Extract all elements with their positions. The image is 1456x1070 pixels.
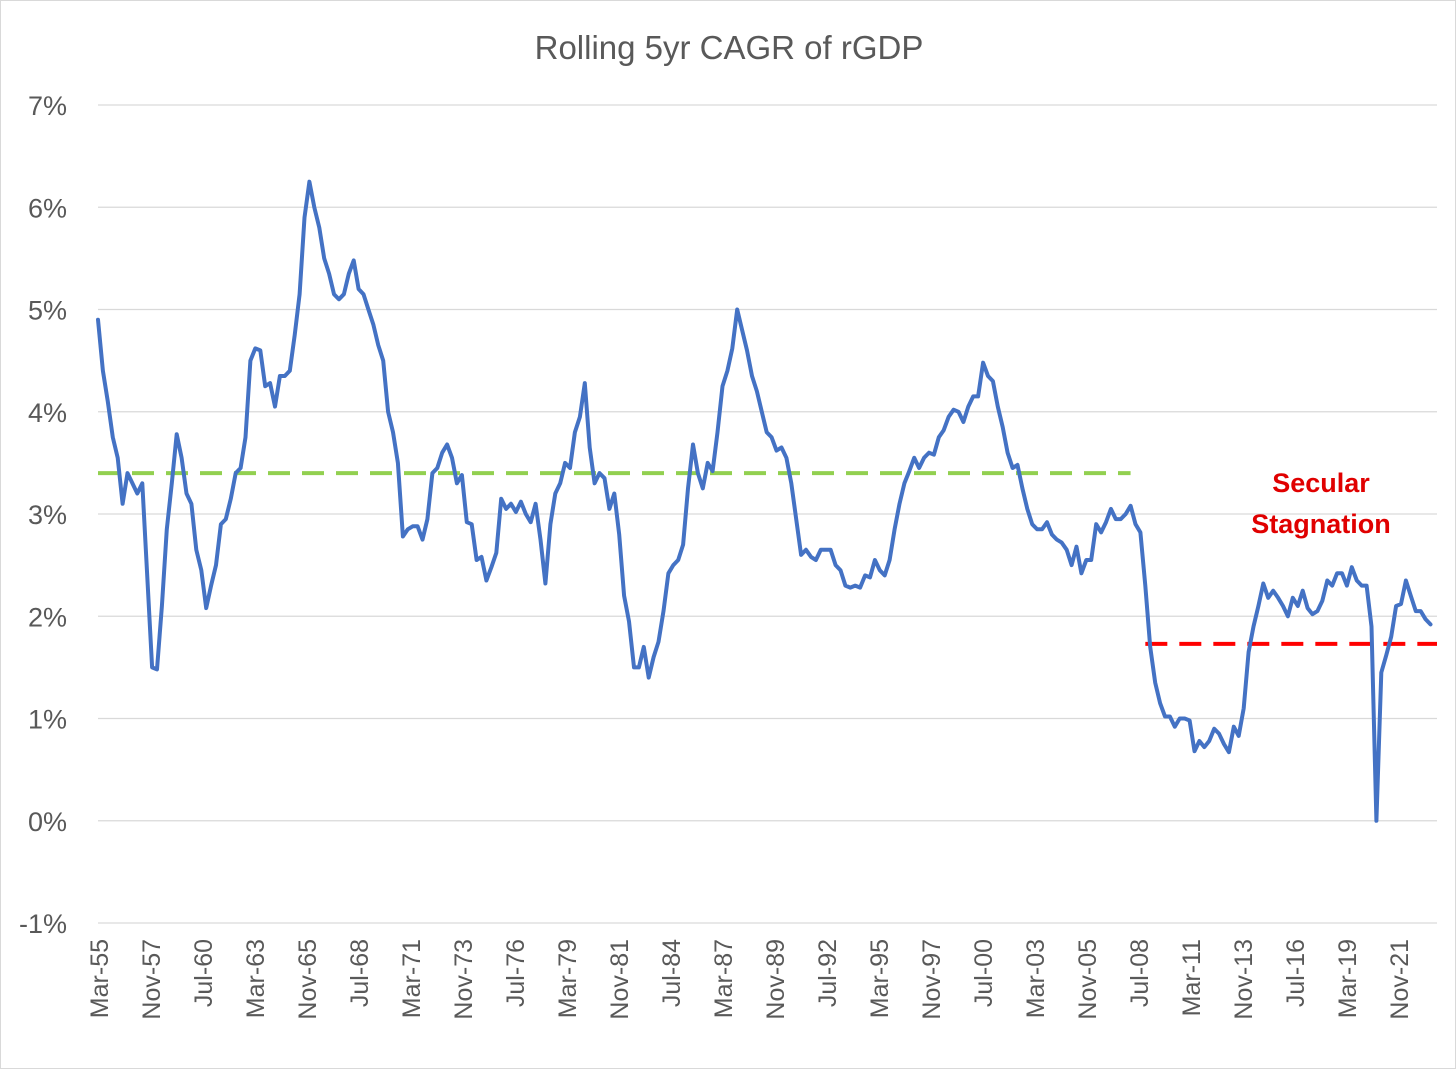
y-tick-label: 4% xyxy=(28,398,67,428)
x-tick-label: Mar-95 xyxy=(866,939,894,1018)
y-tick-label: 3% xyxy=(28,500,67,530)
x-tick-label: Mar-79 xyxy=(554,939,582,1018)
x-tick-label: Mar-19 xyxy=(1334,939,1362,1018)
x-tick-label: Mar-55 xyxy=(86,939,114,1018)
x-tick-label: Jul-92 xyxy=(814,939,842,1007)
y-tick-label: -1% xyxy=(19,909,67,939)
x-tick-label: Jul-68 xyxy=(346,939,374,1007)
y-axis-ticks: -1% 0% 1% 2% 3% 4% 5% 6% 7% xyxy=(19,91,67,939)
series-layer xyxy=(96,179,1433,823)
y-tick-label: 1% xyxy=(28,705,67,735)
y-tick-label: 6% xyxy=(28,193,67,223)
reference-lines xyxy=(98,471,1437,646)
x-tick-label: Nov-57 xyxy=(138,939,166,1020)
x-tick-label: Nov-05 xyxy=(1074,939,1102,1020)
x-tick-label: Mar-71 xyxy=(398,939,426,1018)
x-axis-ticks: Mar-55 Nov-57 Jul-60 Mar-63 Nov-65 Jul-68 Mar-… xyxy=(86,939,1414,1020)
x-tick-label: Nov-73 xyxy=(450,939,478,1020)
x-tick-label: Jul-60 xyxy=(190,939,218,1007)
x-tick-label: Jul-84 xyxy=(658,939,686,1007)
y-tick-label: 7% xyxy=(28,91,67,121)
x-tick-label: Nov-97 xyxy=(918,939,946,1020)
chart-title: Rolling 5yr CAGR of rGDP xyxy=(535,29,924,66)
x-tick-label: Jul-16 xyxy=(1282,939,1310,1007)
y-tick-label: 2% xyxy=(28,602,67,632)
annotation-label: Secular xyxy=(1272,468,1370,498)
y-tick-label: 5% xyxy=(28,296,67,326)
x-tick-label: Jul-08 xyxy=(1126,939,1154,1007)
x-tick-label: Mar-87 xyxy=(710,939,738,1018)
series-line xyxy=(96,179,1433,823)
x-tick-label: Mar-11 xyxy=(1178,939,1206,1016)
annotations: Secular Stagnation xyxy=(1251,468,1391,539)
annotation-label: Stagnation xyxy=(1251,509,1391,539)
x-tick-label: Nov-89 xyxy=(762,939,790,1020)
gridlines xyxy=(98,104,1437,924)
x-tick-label: Mar-63 xyxy=(242,939,270,1018)
x-tick-label: Jul-76 xyxy=(502,939,530,1007)
y-tick-label: 0% xyxy=(28,807,67,837)
x-tick-label: Nov-13 xyxy=(1230,939,1258,1020)
x-tick-label: Nov-81 xyxy=(606,939,634,1020)
x-tick-label: Nov-65 xyxy=(294,939,322,1020)
x-tick-label: Nov-21 xyxy=(1386,939,1414,1020)
x-tick-label: Jul-00 xyxy=(970,939,998,1007)
x-tick-label: Mar-03 xyxy=(1022,939,1050,1018)
